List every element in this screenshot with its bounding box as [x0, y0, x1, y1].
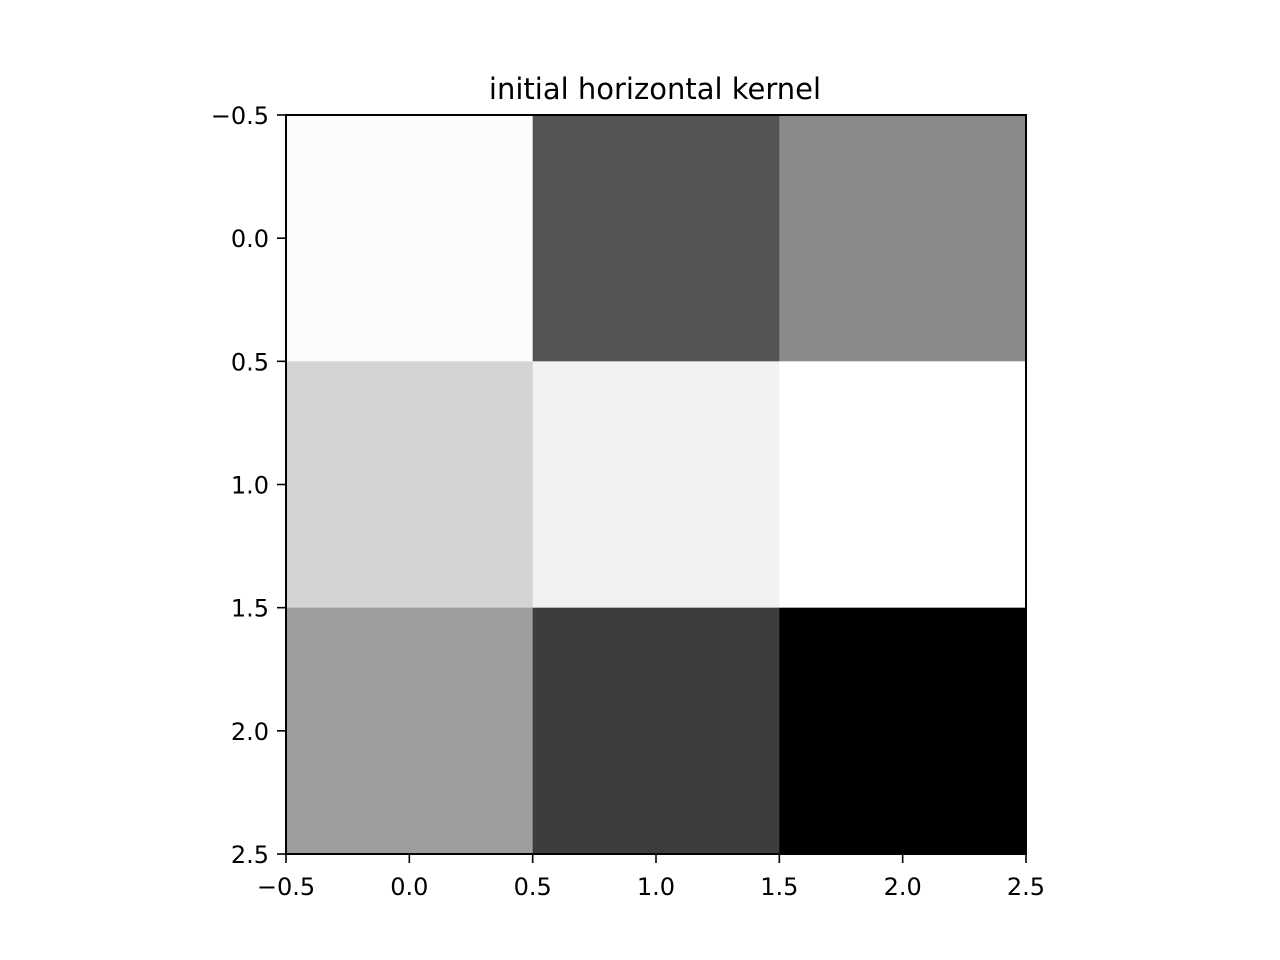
heatmap-cell-r0-c2: [779, 115, 1027, 362]
x-tick-label: −0.5: [257, 873, 315, 901]
chart-title: initial horizontal kernel: [489, 72, 821, 106]
y-tick-label: −0.5: [211, 102, 269, 130]
heatmap-cell-r2-c2: [779, 607, 1027, 855]
heatmap-cell-r1-c1: [532, 361, 780, 609]
x-axis-ticks: −0.5 0.0 0.5 1.0 1.5 2.0 2.5: [257, 854, 1045, 901]
y-tick-label: 1.5: [231, 595, 269, 623]
x-tick-label: 0.5: [514, 873, 552, 901]
x-tick-label: 1.0: [637, 873, 675, 901]
y-axis-ticks: −0.5 0.0 0.5 1.0 1.5 2.0 2.5: [211, 102, 286, 869]
y-tick-label: 0.5: [231, 348, 269, 376]
heatmap-cell-r0-c1: [532, 115, 780, 362]
x-tick-label: 1.5: [760, 873, 798, 901]
y-tick-label: 2.0: [231, 718, 269, 746]
y-tick-label: 1.0: [231, 472, 269, 500]
y-tick-label: 2.5: [231, 841, 269, 869]
heatmap-cell-r2-c0: [286, 607, 534, 855]
y-tick-label: 0.0: [231, 225, 269, 253]
heatmap-cell-r0-c0: [286, 115, 534, 362]
heatmap-cell-r1-c2: [779, 361, 1027, 609]
x-tick-label: 0.0: [390, 873, 428, 901]
x-tick-label: 2.5: [1007, 873, 1045, 901]
x-tick-label: 2.0: [884, 873, 922, 901]
heatmap-cells: [286, 115, 1027, 855]
heatmap-cell-r2-c1: [532, 607, 780, 855]
heatmap-cell-r1-c0: [286, 361, 534, 609]
